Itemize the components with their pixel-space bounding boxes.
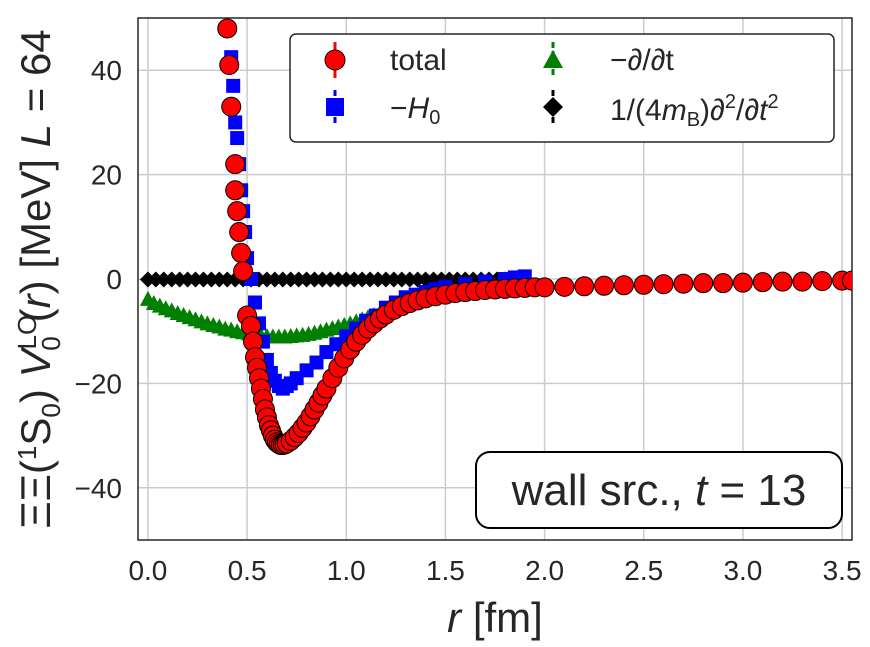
data-point-circle: [732, 272, 753, 293]
x-tick-label: 0.0: [128, 555, 167, 586]
data-point-circle: [693, 273, 714, 294]
y-tick-label: 0: [106, 264, 122, 295]
legend-label-total: total: [390, 44, 447, 77]
annotation-text: wall src., t = 13: [511, 466, 807, 515]
data-point-circle: [633, 274, 654, 295]
data-point-square: [230, 131, 245, 146]
data-point-square: [226, 78, 241, 93]
data-point-circle: [225, 180, 246, 201]
data-point-circle: [233, 261, 254, 282]
x-tick-label: 1.5: [426, 555, 465, 586]
x-tick-labels: 0.0 0.5 1.0 1.5 2.0 2.5 3.0 3.5: [128, 555, 861, 586]
legend-marker-total: [324, 49, 346, 71]
x-tick-label: 3.5: [823, 555, 862, 586]
x-tick-label: 1.0: [327, 555, 366, 586]
y-tick-label: −20: [75, 368, 123, 399]
data-point-circle: [713, 273, 734, 294]
data-point-circle: [792, 271, 813, 292]
legend-frame: [289, 33, 835, 143]
data-point-circle: [221, 96, 242, 117]
x-tick-label: 2.0: [525, 555, 564, 586]
data-point-circle: [554, 276, 575, 297]
annotation: wall src., t = 13: [475, 451, 843, 529]
data-point-circle: [217, 18, 238, 39]
data-point-circle: [752, 272, 773, 293]
data-point-square: [248, 295, 263, 310]
y-tick-labels: −40 −20 0 20 40: [75, 55, 123, 504]
y-tick-label: 40: [91, 55, 122, 86]
data-marks: [139, 18, 852, 455]
legend-marker-h0: [326, 98, 344, 116]
legend-entry-h0: −H0: [326, 90, 440, 129]
data-point-circle: [772, 271, 793, 292]
annotation-box: [475, 451, 843, 529]
x-axis-label: r [fm]: [447, 594, 543, 641]
x-tick-label: 3.0: [723, 555, 762, 586]
data-point-circle: [227, 201, 248, 222]
data-point-circle: [229, 222, 250, 243]
legend-label-h0: −H0: [390, 92, 440, 129]
data-point-circle: [613, 275, 634, 296]
legend-entry-d2: 1/(4mB)∂2/∂t2: [543, 90, 779, 131]
data-point-circle: [219, 54, 240, 75]
x-tick-label: 0.5: [228, 555, 267, 586]
data-point-circle: [574, 276, 595, 297]
data-point-circle: [673, 273, 694, 294]
legend: total −H0 −∂/∂t 1/(4mB)∂2/∂t2: [289, 33, 835, 143]
data-point-square: [228, 115, 243, 130]
legend-entry-dt: −∂/∂t: [543, 42, 675, 78]
data-point-circle: [812, 271, 833, 292]
x-tick-label: 2.5: [624, 555, 663, 586]
legend-label-d2: 1/(4mB)∂2/∂t2: [610, 91, 779, 131]
legend-label-dt: −∂/∂t: [610, 44, 675, 77]
y-axis-label: ΞΞ(1S0) VLO0(r) [MeV] L = 64: [12, 29, 66, 528]
data-point-circle: [653, 274, 674, 295]
legend-marker-d2: [543, 97, 563, 117]
data-point-circle: [594, 275, 615, 296]
legend-entry-total: total: [324, 42, 447, 78]
data-point-circle: [842, 270, 852, 291]
data-point-circle: [534, 277, 555, 298]
y-tick-label: −40: [75, 473, 123, 504]
legend-marker-dt: [543, 50, 563, 68]
data-point-circle: [225, 154, 246, 175]
y-tick-label: 20: [91, 160, 122, 191]
data-point-circle: [231, 242, 252, 263]
